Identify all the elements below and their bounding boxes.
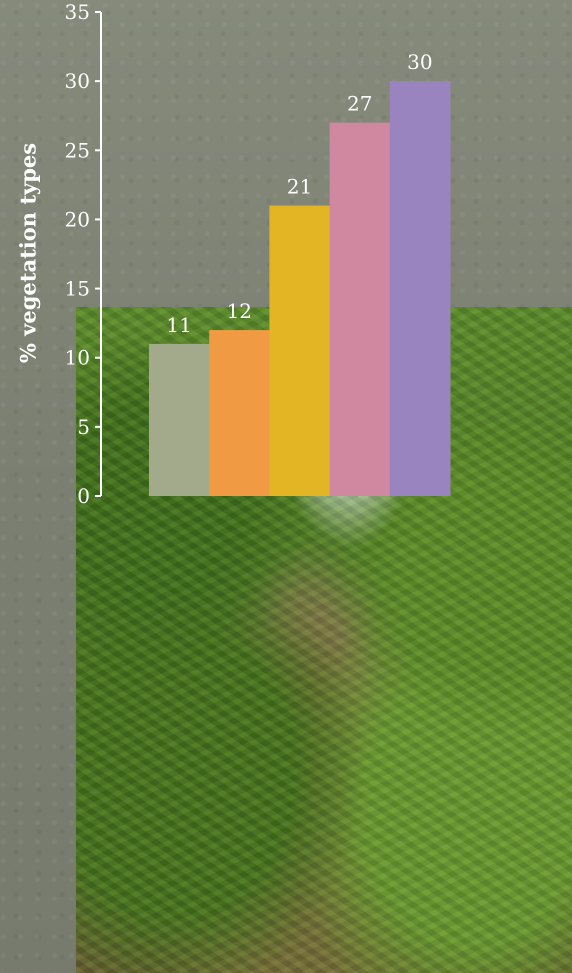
- y-tick-label: 35: [65, 0, 90, 24]
- data-label-5: 30: [407, 50, 432, 74]
- data-label-2: 12: [227, 299, 252, 323]
- bar-5: [389, 81, 451, 497]
- y-tick-label: 10: [65, 346, 90, 370]
- y-tick-label: 25: [65, 138, 90, 162]
- bar-3: [269, 205, 331, 496]
- y-tick-label: 0: [77, 484, 90, 508]
- bar-4: [329, 122, 391, 496]
- y-tick-label: 15: [65, 277, 90, 301]
- bars-group: [149, 81, 451, 497]
- data-label-1: 11: [166, 313, 191, 337]
- y-axis-label: % vegetation types: [15, 142, 41, 364]
- data-label-4: 27: [347, 92, 372, 116]
- y-tick-label: 20: [65, 207, 90, 231]
- data-labels-group: 11 12 21 27 30: [166, 50, 432, 337]
- data-label-3: 21: [287, 175, 312, 199]
- bar-2: [209, 330, 270, 496]
- y-tick-label: 30: [65, 69, 90, 93]
- y-tick-label: 5: [77, 415, 90, 439]
- bar-1: [149, 343, 210, 496]
- y-axis: 0 5 10 15 20 25 30 35: [65, 0, 102, 508]
